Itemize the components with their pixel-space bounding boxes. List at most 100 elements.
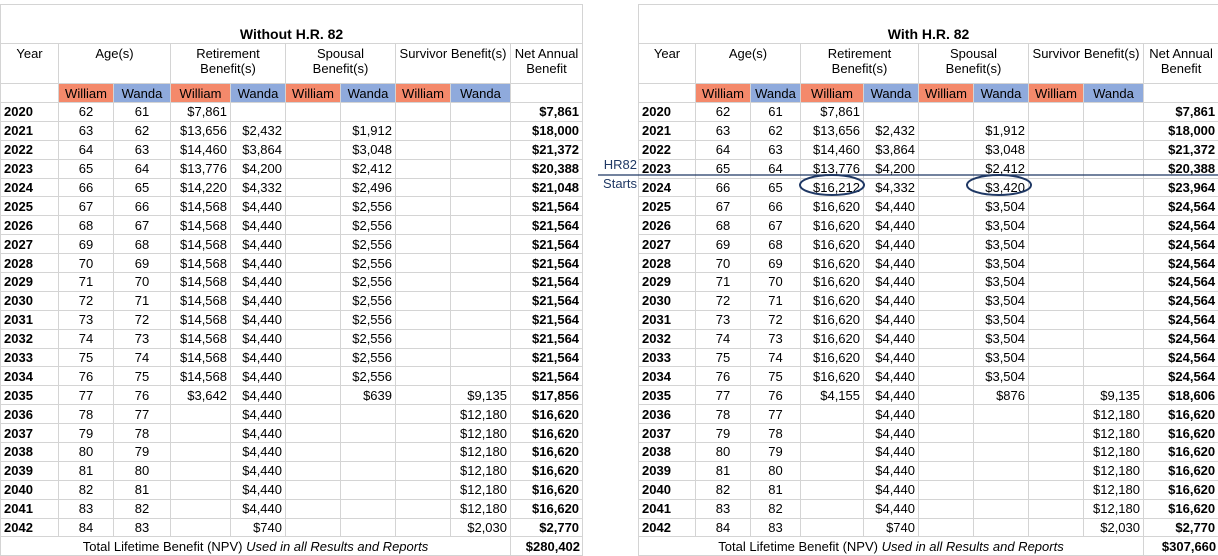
table-title: Without H.R. 82: [1, 5, 583, 44]
cell: $21,564: [511, 254, 583, 273]
cell: $3,504: [974, 235, 1029, 254]
cell: $4,440: [864, 424, 919, 443]
blank-cell: [974, 405, 1029, 424]
cell: 66: [114, 197, 171, 216]
cell: $16,620: [511, 499, 583, 518]
cell: $2,556: [341, 310, 396, 329]
cell: 79: [59, 424, 114, 443]
cell: $4,440: [231, 405, 286, 424]
blank-cell: [286, 461, 341, 480]
cell: 2033: [639, 348, 696, 367]
cell: $18,606: [1144, 386, 1218, 405]
cell: $24,564: [1144, 254, 1218, 273]
blank-cell: [1084, 254, 1144, 273]
blank-cell: [396, 348, 451, 367]
blank-cell: [341, 443, 396, 462]
cell: 2032: [1, 329, 59, 348]
cell: $2,770: [1144, 518, 1218, 537]
cell: 82: [696, 480, 751, 499]
cell: 2031: [639, 310, 696, 329]
subheader-cell: Wanda: [114, 84, 171, 103]
cell: $14,568: [171, 367, 231, 386]
blank-cell: [286, 480, 341, 499]
cell: $16,620: [801, 329, 864, 348]
blank-cell: [974, 480, 1029, 499]
cell: 72: [114, 310, 171, 329]
blank-cell: [919, 310, 974, 329]
blank-cell: [919, 178, 974, 197]
cell: 62: [59, 103, 114, 122]
subheader-cell: Wanda: [864, 84, 919, 103]
cell: $24,564: [1144, 329, 1218, 348]
cell: $21,564: [511, 329, 583, 348]
blank-cell: [286, 159, 341, 178]
cell: 2038: [639, 443, 696, 462]
blank-cell: [451, 273, 511, 292]
cell: 2021: [639, 121, 696, 140]
blank-cell: [286, 178, 341, 197]
blank-cell: [286, 499, 341, 518]
blank-cell: [974, 103, 1029, 122]
cell: 79: [696, 424, 751, 443]
cell: 67: [751, 216, 801, 235]
blank-cell: [396, 367, 451, 386]
blank-cell: [286, 405, 341, 424]
blank-cell: [286, 310, 341, 329]
cell: 2041: [639, 499, 696, 518]
blank-cell: [919, 480, 974, 499]
cell: 2033: [1, 348, 59, 367]
cell: 82: [114, 499, 171, 518]
cell: $2,556: [341, 291, 396, 310]
blank-cell: [341, 461, 396, 480]
cell: $3,504: [974, 348, 1029, 367]
cell: 70: [696, 254, 751, 273]
cell: $1,912: [974, 121, 1029, 140]
blank-cell: [451, 197, 511, 216]
blank-cell: [1084, 121, 1144, 140]
cell: 83: [114, 518, 171, 537]
cell: 2028: [1, 254, 59, 273]
cell: $24,564: [1144, 235, 1218, 254]
blank-cell: [919, 405, 974, 424]
blank-cell: [801, 518, 864, 537]
cell: 64: [751, 159, 801, 178]
cell: $14,220: [171, 178, 231, 197]
cell: 2039: [1, 461, 59, 480]
cell: $4,440: [231, 367, 286, 386]
cell: $2,496: [341, 178, 396, 197]
cell: $16,620: [1144, 443, 1218, 462]
cell: 78: [696, 405, 751, 424]
cell: $16,620: [1144, 424, 1218, 443]
cell: 63: [59, 121, 114, 140]
blank-cell: [451, 159, 511, 178]
cell: 84: [696, 518, 751, 537]
blank-cell: [171, 443, 231, 462]
cell: $16,620: [511, 480, 583, 499]
cell: $16,620: [511, 461, 583, 480]
blank-cell: [801, 499, 864, 518]
blank-cell: [974, 518, 1029, 537]
blank-cell: [1, 84, 59, 103]
cell: 64: [114, 159, 171, 178]
cell: $4,440: [231, 499, 286, 518]
subheader-cell: Wanda: [1084, 84, 1144, 103]
cell: 83: [696, 499, 751, 518]
blank-cell: [286, 367, 341, 386]
cell: 80: [696, 443, 751, 462]
subheader-cell: William: [1029, 84, 1084, 103]
subheader-cell: William: [59, 84, 114, 103]
subheader-cell: Wanda: [751, 84, 801, 103]
cell: $3,504: [974, 254, 1029, 273]
cell: 66: [59, 178, 114, 197]
blank-cell: [171, 499, 231, 518]
cell: $14,568: [171, 216, 231, 235]
